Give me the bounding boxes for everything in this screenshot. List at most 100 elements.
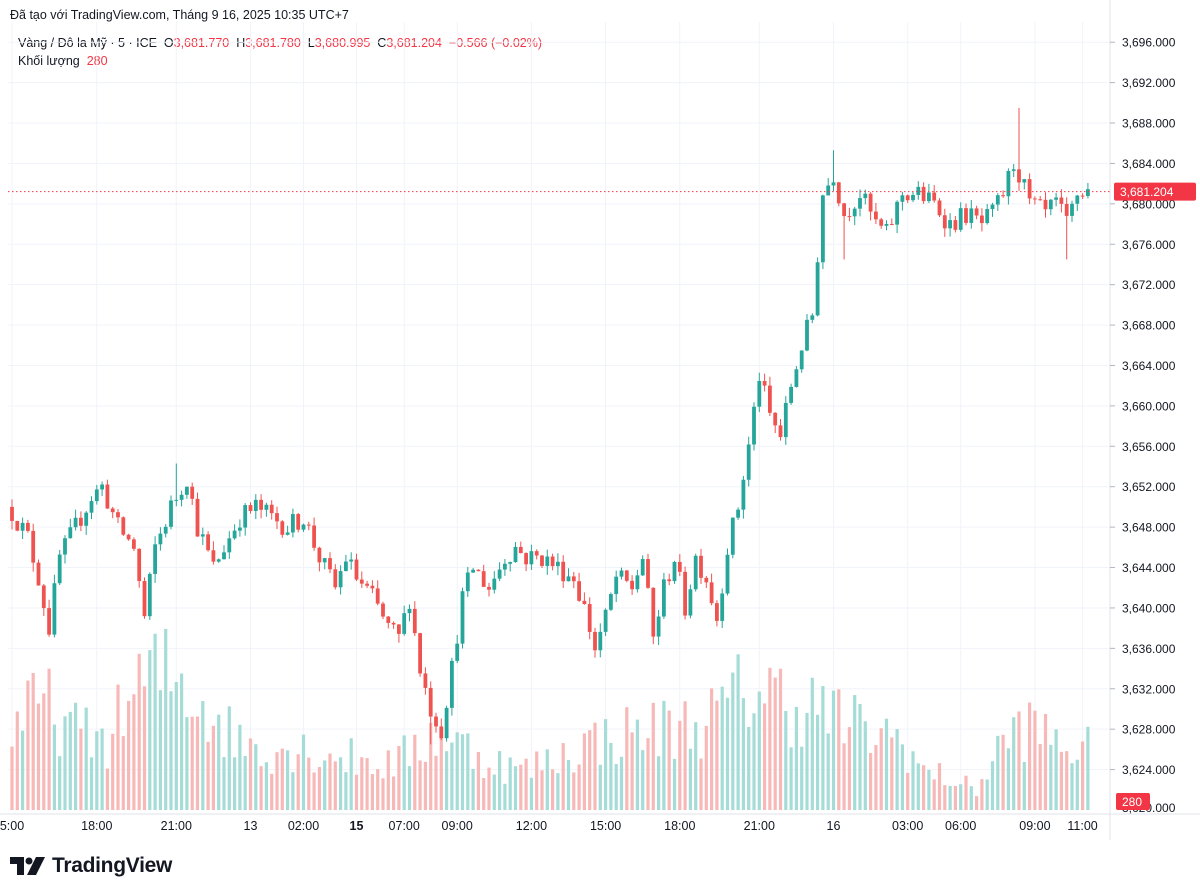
candle[interactable] [301,524,306,530]
candle[interactable] [736,509,740,518]
candle[interactable] [1054,197,1058,200]
candle[interactable] [169,500,173,527]
candle[interactable] [513,546,518,563]
candle[interactable] [195,498,200,537]
candle[interactable] [338,571,343,588]
candle[interactable] [333,569,338,588]
candle[interactable] [434,716,438,727]
candle[interactable] [354,559,359,580]
candle[interactable] [179,494,184,500]
candle[interactable] [831,182,836,186]
candle[interactable] [688,589,693,616]
candle[interactable] [1033,198,1037,200]
candle[interactable] [958,208,963,230]
candle[interactable] [68,527,73,539]
candle[interactable] [582,600,587,605]
candle[interactable] [41,585,46,609]
candle[interactable] [561,561,566,582]
candle[interactable] [322,558,327,563]
candle[interactable] [863,193,868,199]
candle[interactable] [1038,199,1043,201]
candle[interactable] [211,550,216,562]
candle[interactable] [63,538,67,555]
candle[interactable] [465,572,470,592]
candle[interactable] [847,216,852,218]
candle[interactable] [105,484,110,509]
candle[interactable] [137,548,142,582]
candle[interactable] [821,195,825,263]
candle[interactable] [1080,195,1085,197]
candle[interactable] [672,561,677,582]
candle[interactable] [444,707,449,739]
candle[interactable] [428,687,433,717]
candle[interactable] [275,513,279,522]
candle[interactable] [985,209,990,224]
candle[interactable] [269,504,274,514]
symbol-label[interactable]: Vàng / Đô la Mỹ · 5 · ICE [18,36,157,50]
candle[interactable] [296,514,301,530]
candle[interactable] [964,208,968,223]
candle[interactable] [587,604,592,632]
candle[interactable] [418,633,422,674]
candle[interactable] [916,186,921,195]
candle[interactable] [704,577,709,583]
candle[interactable] [911,194,915,201]
candle[interactable] [1043,199,1048,210]
candle[interactable] [232,530,237,539]
candle[interactable] [969,208,974,223]
candle[interactable] [518,546,523,554]
candle[interactable] [534,551,539,556]
candle[interactable] [110,508,115,513]
price-chart[interactable]: 3,624.000 3,628.000 3,632.000 3,636.000 3,64… [0,0,1200,840]
candle[interactable] [248,505,253,511]
candle[interactable] [974,208,979,216]
candle[interactable] [540,555,544,566]
candle[interactable] [762,380,767,386]
candle[interactable] [921,186,926,202]
candle[interactable] [365,583,369,586]
candle[interactable] [603,609,608,632]
candle[interactable] [932,192,937,201]
candle[interactable] [656,616,661,637]
volume-label[interactable]: Khối lượng [18,54,80,68]
candle[interactable] [942,215,947,229]
candle[interactable] [147,573,152,617]
candle[interactable] [142,581,147,617]
candle[interactable] [836,182,841,204]
candle[interactable] [667,579,672,582]
candle[interactable] [635,575,640,590]
candle[interactable] [36,562,41,586]
candle[interactable] [349,559,354,562]
candle[interactable] [746,444,751,480]
candle[interactable] [52,583,57,635]
candle[interactable] [280,521,285,535]
candle[interactable] [386,616,391,623]
candle[interactable] [238,527,242,531]
candle[interactable] [884,223,889,226]
candle[interactable] [1011,169,1016,171]
candle[interactable] [715,603,719,621]
candle[interactable] [391,622,396,625]
candle[interactable] [598,631,603,651]
candle[interactable] [614,576,619,595]
candle[interactable] [312,525,316,548]
candle[interactable] [450,660,454,708]
candle[interactable] [566,576,571,582]
candle[interactable] [624,570,629,581]
candle[interactable] [805,319,809,351]
candle[interactable] [948,220,952,229]
candle[interactable] [980,215,984,224]
candle[interactable] [868,193,873,212]
candle[interactable] [1001,195,1005,197]
candle[interactable] [57,554,62,584]
candle[interactable] [730,517,735,555]
candle[interactable] [121,517,126,535]
candle[interactable] [84,512,89,526]
candle[interactable] [773,412,778,426]
candle[interactable] [550,556,555,567]
candle[interactable] [206,534,210,551]
candle[interactable] [783,402,788,438]
candle[interactable] [222,552,226,560]
candle[interactable] [1006,170,1011,197]
candle[interactable] [609,594,613,610]
